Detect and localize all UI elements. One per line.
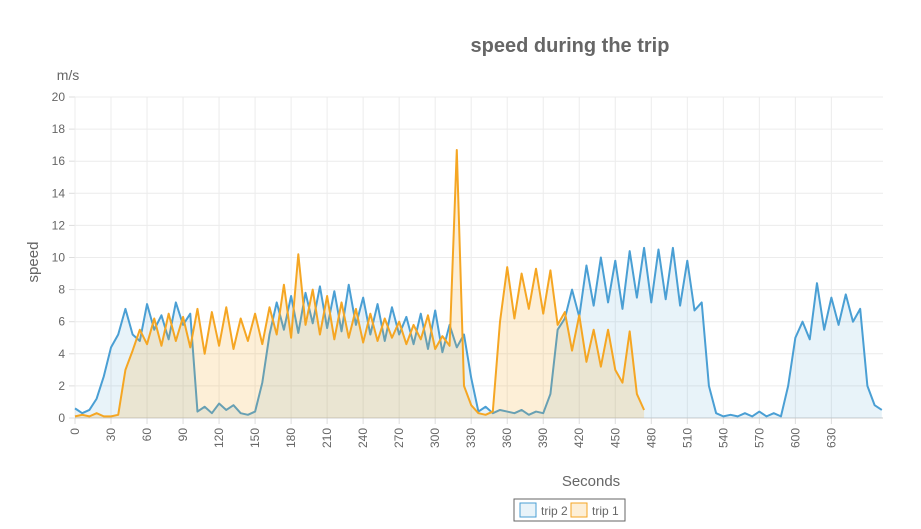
x-tick-label: 540 xyxy=(716,428,730,448)
legend: trip 2 trip 1 xyxy=(513,498,626,522)
x-tick-label: 60 xyxy=(140,428,154,442)
x-tick-label: 570 xyxy=(752,428,766,448)
x-axis-label: Seconds xyxy=(562,473,620,490)
line xyxy=(74,148,645,418)
x-tick-label: 120 xyxy=(212,428,226,448)
x-tick-label: 150 xyxy=(248,428,262,448)
y-tick-label: 12 xyxy=(52,218,66,232)
x-tick-label: 240 xyxy=(356,428,370,448)
x-tick-label: 630 xyxy=(824,428,838,448)
x-tick-label: 210 xyxy=(320,428,334,448)
x-tick-label: 390 xyxy=(536,428,550,448)
y-tick-label: 18 xyxy=(52,122,66,136)
x-tick-label: 330 xyxy=(464,428,478,448)
chart-title: speed during the trip xyxy=(471,35,670,57)
x-tick-label: 0 xyxy=(68,428,82,435)
x-tick-label: 90 xyxy=(176,428,190,442)
x-tick-label: 30 xyxy=(104,428,118,442)
unit-label: m/s xyxy=(57,67,80,83)
x-tick-label: 360 xyxy=(500,428,514,448)
legend-label[interactable]: trip 2 xyxy=(541,504,568,518)
y-tick-label: 2 xyxy=(58,379,65,393)
legend-swatch xyxy=(570,502,588,518)
grid xyxy=(69,96,883,424)
legend-label[interactable]: trip 1 xyxy=(592,504,619,518)
x-tick-label: 450 xyxy=(608,428,622,448)
y-tick-label: 20 xyxy=(52,90,66,104)
y-tick-label: 4 xyxy=(58,347,65,361)
x-tick-label: 420 xyxy=(572,428,586,448)
y-tick-label: 14 xyxy=(52,186,66,200)
x-tick-label: 270 xyxy=(392,428,406,448)
area xyxy=(75,149,645,418)
x-tick-label: 300 xyxy=(428,428,442,448)
y-axis-label: speed xyxy=(25,242,42,283)
legend-frame xyxy=(513,498,626,522)
x-tick-label: 600 xyxy=(788,428,802,448)
line xyxy=(74,246,883,418)
x-tick-label: 180 xyxy=(284,428,298,448)
y-tick-label: 6 xyxy=(58,315,65,329)
legend-swatch xyxy=(519,502,537,518)
y-tick-label: 8 xyxy=(58,283,65,297)
y-tick-label: 16 xyxy=(52,154,66,168)
y-tick-label: 10 xyxy=(52,251,66,265)
x-tick-label: 480 xyxy=(644,428,658,448)
area xyxy=(75,247,882,418)
x-tick-label: 510 xyxy=(680,428,694,448)
y-tick-label: 0 xyxy=(58,411,65,425)
